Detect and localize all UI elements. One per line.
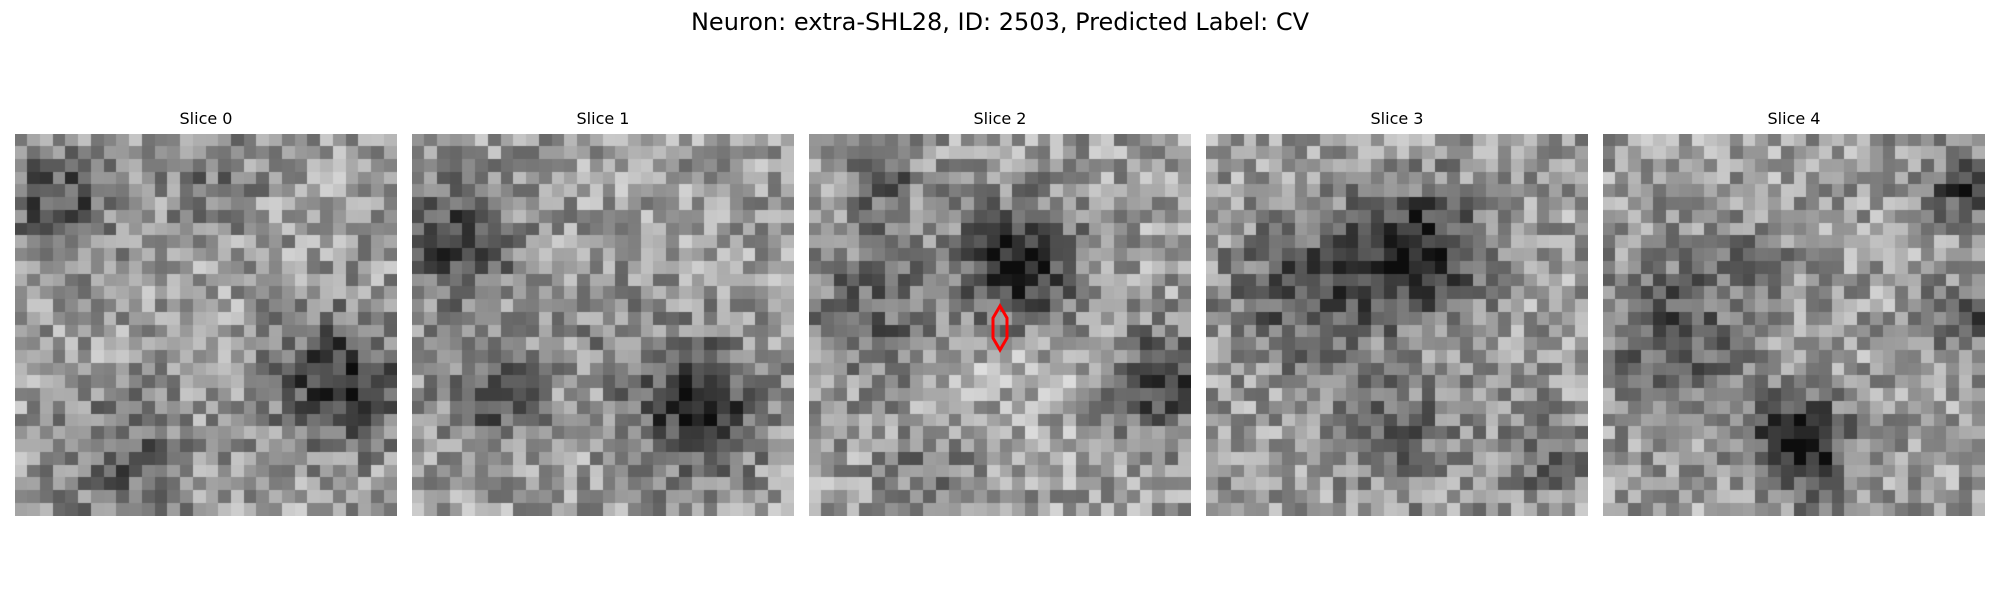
slice-image: [1603, 134, 1985, 516]
slice-title: Slice 3: [1370, 109, 1424, 128]
slice-image: [15, 134, 397, 516]
slice-title: Slice 1: [576, 109, 630, 128]
slice-image: [809, 134, 1191, 516]
slice-image: [1206, 134, 1588, 516]
slice-title: Slice 4: [1767, 109, 1821, 128]
slice-title: Slice 2: [973, 109, 1027, 128]
slice-title: Slice 0: [179, 109, 233, 128]
figure-title: Neuron: extra-SHL28, ID: 2503, Predicted…: [690, 8, 1310, 36]
slice-image: [412, 134, 794, 516]
